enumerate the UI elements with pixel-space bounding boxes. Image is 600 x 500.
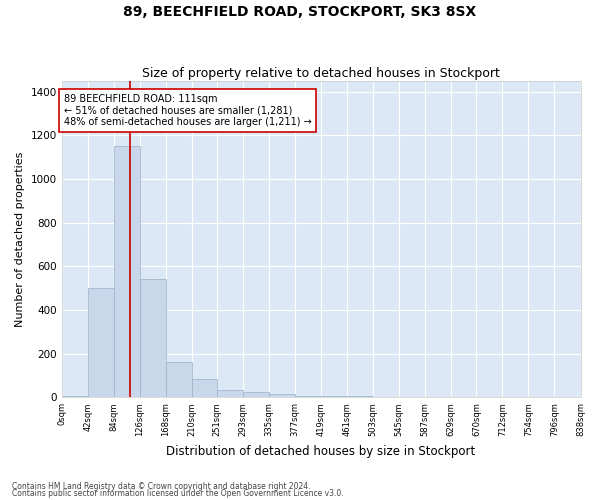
- Bar: [88, 288, 113, 398]
- Bar: [113, 146, 140, 398]
- Bar: [347, 396, 373, 398]
- Y-axis label: Number of detached properties: Number of detached properties: [15, 152, 25, 326]
- Text: 89, BEECHFIELD ROAD, STOCKPORT, SK3 8SX: 89, BEECHFIELD ROAD, STOCKPORT, SK3 8SX: [124, 5, 476, 19]
- Bar: [191, 378, 217, 398]
- Bar: [62, 396, 88, 398]
- Bar: [166, 362, 191, 398]
- Text: Contains public sector information licensed under the Open Government Licence v3: Contains public sector information licen…: [12, 489, 344, 498]
- Bar: [140, 280, 166, 398]
- Text: 89 BEECHFIELD ROAD: 111sqm
← 51% of detached houses are smaller (1,281)
48% of s: 89 BEECHFIELD ROAD: 111sqm ← 51% of deta…: [64, 94, 311, 127]
- Bar: [217, 390, 243, 398]
- X-axis label: Distribution of detached houses by size in Stockport: Distribution of detached houses by size …: [166, 444, 476, 458]
- Title: Size of property relative to detached houses in Stockport: Size of property relative to detached ho…: [142, 66, 500, 80]
- Bar: [321, 396, 347, 398]
- Bar: [243, 392, 269, 398]
- Bar: [269, 394, 295, 398]
- Bar: [295, 396, 321, 398]
- Text: Contains HM Land Registry data © Crown copyright and database right 2024.: Contains HM Land Registry data © Crown c…: [12, 482, 311, 491]
